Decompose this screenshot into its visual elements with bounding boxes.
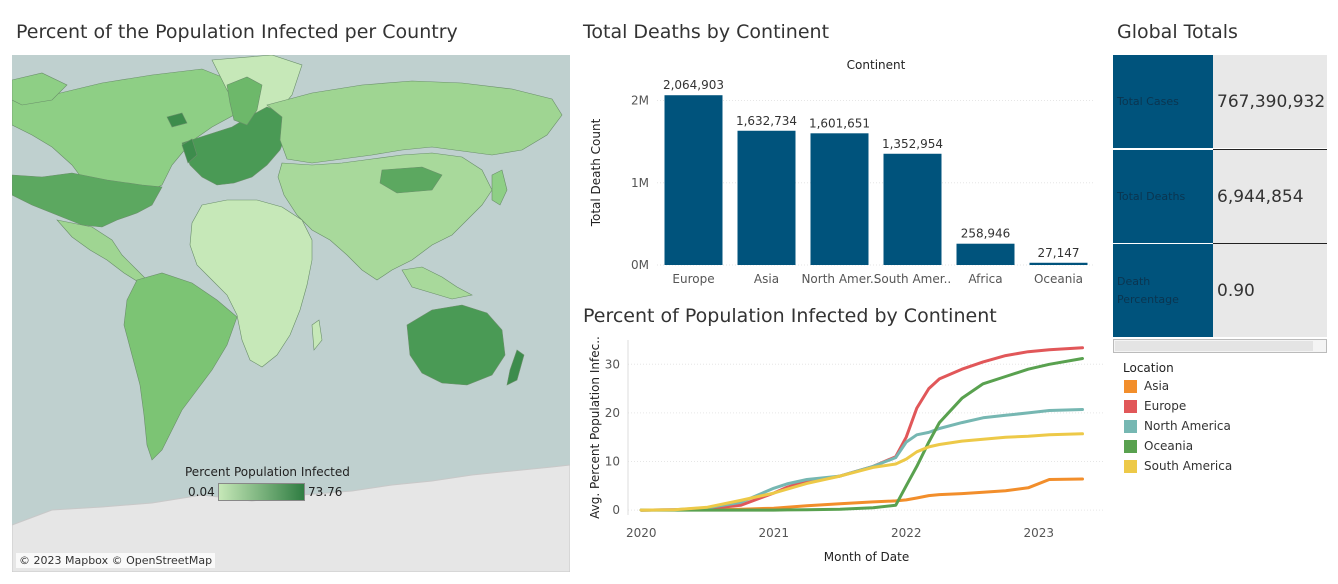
bar[interactable] bbox=[810, 133, 869, 265]
bar-chart-title: Total Deaths by Continent bbox=[583, 21, 830, 43]
bar-chart-header: Continent bbox=[847, 58, 906, 72]
total-cases-label: Total Cases bbox=[1117, 94, 1179, 108]
line-x-tick-label: 2022 bbox=[891, 526, 922, 540]
legend-swatch bbox=[1124, 380, 1137, 393]
map-region-africa bbox=[189, 199, 313, 368]
bar-data-label: 1,352,954 bbox=[882, 137, 943, 151]
series-line-europe[interactable] bbox=[639, 346, 1084, 512]
map-region-iceland bbox=[166, 112, 188, 128]
series-line-south-america[interactable] bbox=[639, 432, 1084, 512]
line-chart-title: Percent of Population Infected by Contin… bbox=[583, 305, 997, 327]
death-percentage-label: Death Percentage bbox=[1117, 274, 1179, 306]
line-y-axis-label: Avg. Percent Population Infec.. bbox=[588, 336, 602, 519]
map-region-madagascar bbox=[311, 319, 323, 351]
bar-y-axis-label: Total Death Count bbox=[589, 118, 603, 227]
bar-data-label: 258,946 bbox=[961, 227, 1011, 241]
legend-swatch bbox=[1124, 400, 1137, 413]
legend-label: Oceania bbox=[1144, 439, 1194, 453]
map-region-se-asia bbox=[401, 266, 473, 300]
legend-label: South America bbox=[1144, 459, 1233, 473]
series-line-asia[interactable] bbox=[639, 477, 1084, 512]
total-cases-row: Total Cases 767,390,932 bbox=[1113, 55, 1327, 148]
map-legend-max: 73.76 bbox=[308, 485, 343, 499]
map-region-asia bbox=[277, 152, 493, 281]
map-region-scandinavia bbox=[226, 76, 263, 126]
totals-title: Global Totals bbox=[1117, 21, 1238, 43]
series-line-north-america[interactable] bbox=[639, 408, 1084, 512]
line-legend-title: Location bbox=[1123, 361, 1174, 375]
legend-label: Asia bbox=[1144, 379, 1170, 393]
death-percentage-row: Death Percentage 0.90 bbox=[1113, 244, 1327, 337]
map-region-usa bbox=[12, 172, 163, 228]
map-region-antarctica bbox=[12, 464, 570, 572]
scrollbar-thumb[interactable] bbox=[1115, 341, 1313, 351]
map-region-australia bbox=[406, 304, 506, 386]
map-region-uk bbox=[181, 138, 198, 164]
bar[interactable] bbox=[664, 95, 723, 265]
bar-x-tick-label: Africa bbox=[968, 272, 1002, 286]
bar-y-tick-label: 0M bbox=[631, 258, 649, 272]
bar-data-label: 1,601,651 bbox=[809, 116, 870, 130]
bar-chart[interactable]: Continent 0M 1M 2M Total Death Count 2,064,90… bbox=[580, 50, 1100, 295]
bar-x-tick-label: South Amer.. bbox=[874, 272, 951, 286]
line-y-tick-label: 30 bbox=[605, 357, 620, 371]
bar-x-tick-label: North Amer.. bbox=[801, 272, 877, 286]
bar-x-tick-label: Oceania bbox=[1034, 272, 1083, 286]
series-line-oceania[interactable] bbox=[639, 357, 1084, 512]
map-title: Percent of the Population Infected per C… bbox=[16, 21, 458, 43]
bar-data-label: 27,147 bbox=[1038, 246, 1080, 260]
legend-swatch bbox=[1124, 440, 1137, 453]
map-legend-min: 0.04 bbox=[188, 485, 215, 499]
totals-divider bbox=[1213, 149, 1327, 150]
line-x-tick-label: 2020 bbox=[626, 526, 657, 540]
bar[interactable] bbox=[1029, 262, 1088, 265]
world-map[interactable]: Percent Population Infected 0.04 73.76 ©… bbox=[12, 55, 570, 572]
map-legend-title: Percent Population Infected bbox=[185, 465, 350, 479]
totals-divider bbox=[1213, 243, 1327, 244]
bar[interactable] bbox=[883, 153, 942, 265]
legend-label: North America bbox=[1144, 419, 1231, 433]
map-region-new-zealand bbox=[506, 349, 525, 386]
line-x-tick-label: 2023 bbox=[1023, 526, 1054, 540]
total-deaths-value: 6,944,854 bbox=[1217, 186, 1304, 207]
map-region-russia bbox=[266, 80, 563, 164]
line-x-tick-label: 2021 bbox=[758, 526, 789, 540]
line-y-tick-label: 0 bbox=[612, 503, 620, 517]
bar-x-tick-label: Asia bbox=[754, 272, 779, 286]
total-deaths-row: Total Deaths 6,944,854 bbox=[1113, 150, 1327, 243]
death-percentage-value: 0.90 bbox=[1217, 280, 1255, 301]
line-y-tick-label: 20 bbox=[605, 406, 620, 420]
bar[interactable] bbox=[737, 130, 796, 265]
total-cases-value: 767,390,932 bbox=[1217, 91, 1326, 112]
map-canvas[interactable] bbox=[12, 55, 570, 572]
legend-swatch bbox=[1124, 420, 1137, 433]
bar-y-tick-label: 1M bbox=[631, 176, 649, 190]
map-region-mongolia bbox=[379, 166, 443, 194]
legend-label: Europe bbox=[1144, 399, 1187, 413]
map-region-alaska bbox=[12, 72, 68, 106]
map-region-japan bbox=[491, 169, 508, 206]
total-deaths-label: Total Deaths bbox=[1117, 189, 1186, 203]
map-region-mexico-central bbox=[56, 219, 148, 284]
bar-data-label: 1,632,734 bbox=[736, 114, 797, 128]
map-attribution[interactable]: © 2023 Mapbox © OpenStreetMap bbox=[16, 553, 216, 568]
totals-horizontal-scrollbar[interactable] bbox=[1113, 339, 1327, 353]
bar-y-tick-label: 2M bbox=[631, 94, 649, 108]
map-region-europe bbox=[181, 106, 288, 186]
bar[interactable] bbox=[956, 243, 1015, 265]
legend-swatch bbox=[1124, 460, 1137, 473]
map-region-south-america bbox=[123, 272, 238, 461]
line-x-axis-label: Month of Date bbox=[824, 550, 910, 564]
line-y-tick-label: 10 bbox=[605, 455, 620, 469]
bar-x-tick-label: Europe bbox=[672, 272, 714, 286]
bar-data-label: 2,064,903 bbox=[663, 78, 724, 92]
map-legend-color-ramp bbox=[218, 483, 305, 501]
